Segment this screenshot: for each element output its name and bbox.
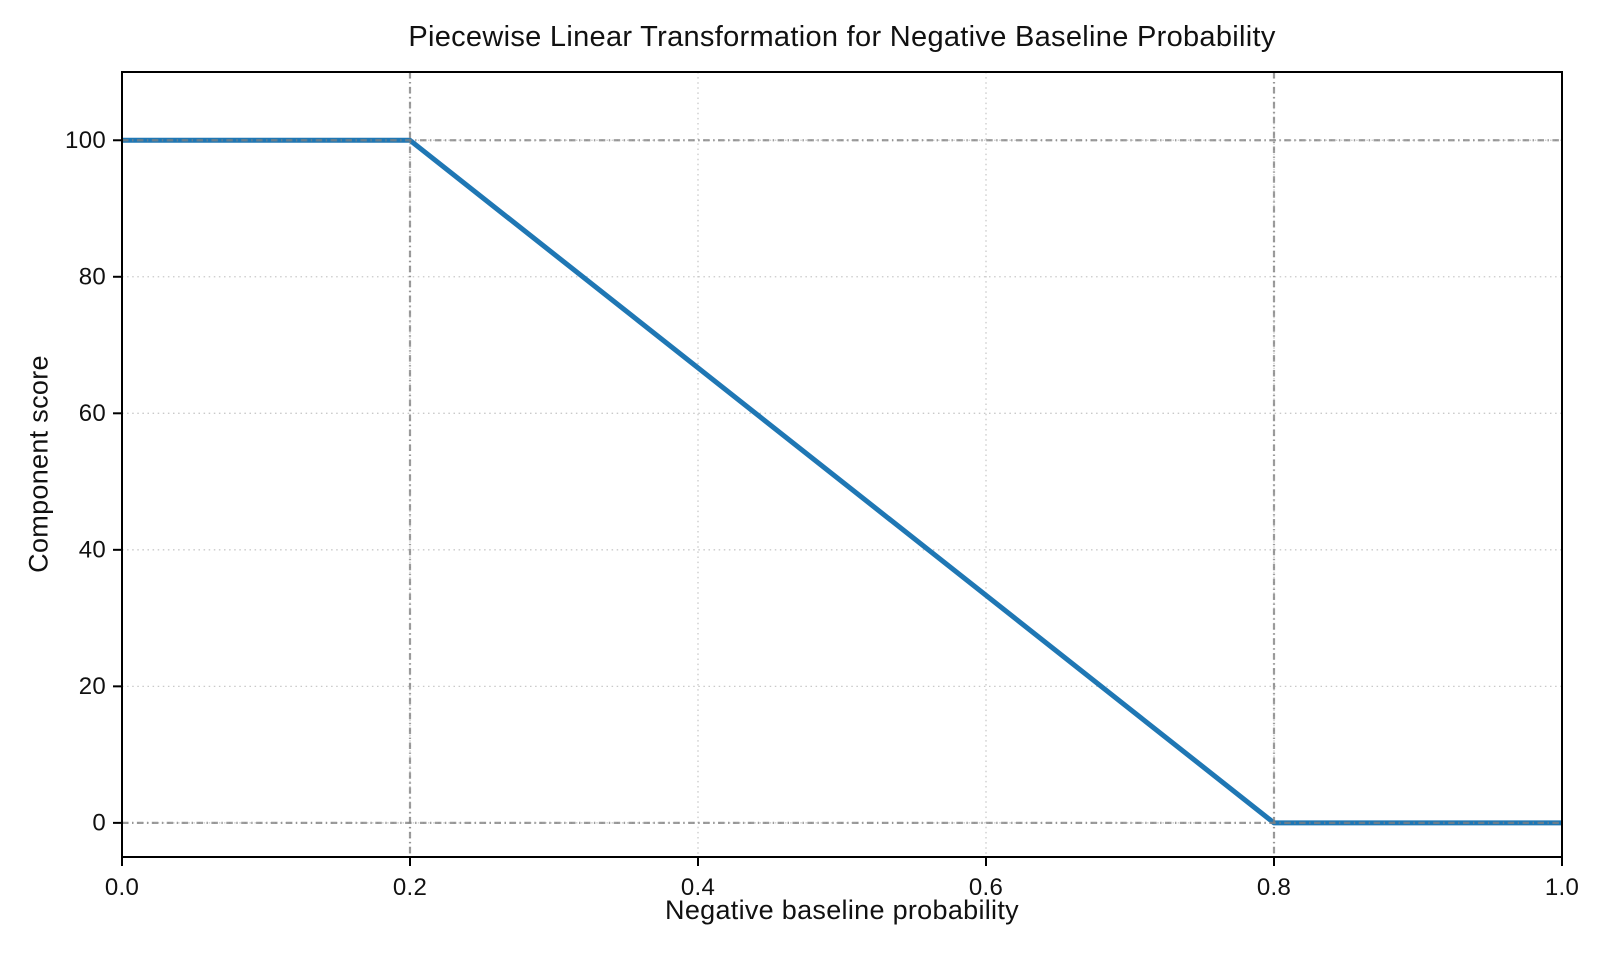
series-line (122, 137, 1562, 826)
x-tick-label: 0.2 (393, 874, 427, 901)
x-axis-label: Negative baseline probability (665, 895, 1019, 925)
y-tick-label: 100 (65, 127, 106, 154)
y-tick-label: 60 (79, 400, 106, 427)
chart-title: Piecewise Linear Transformation for Nega… (408, 21, 1276, 53)
y-tick-label: 80 (79, 263, 106, 290)
y-axis-label: Component score (23, 355, 54, 573)
x-tick-label: 1.0 (1545, 874, 1579, 901)
plot-border (121, 71, 1563, 858)
x-tick-label: 0.8 (1257, 874, 1291, 901)
x-tick-label: 0.0 (105, 874, 139, 901)
y-tick-label: 40 (79, 536, 106, 563)
x-tick-label: 0.4 (681, 874, 715, 901)
y-tick-label: 0 (92, 809, 106, 836)
x-tick-label: 0.6 (969, 874, 1003, 901)
y-tick-label: 20 (79, 673, 106, 700)
